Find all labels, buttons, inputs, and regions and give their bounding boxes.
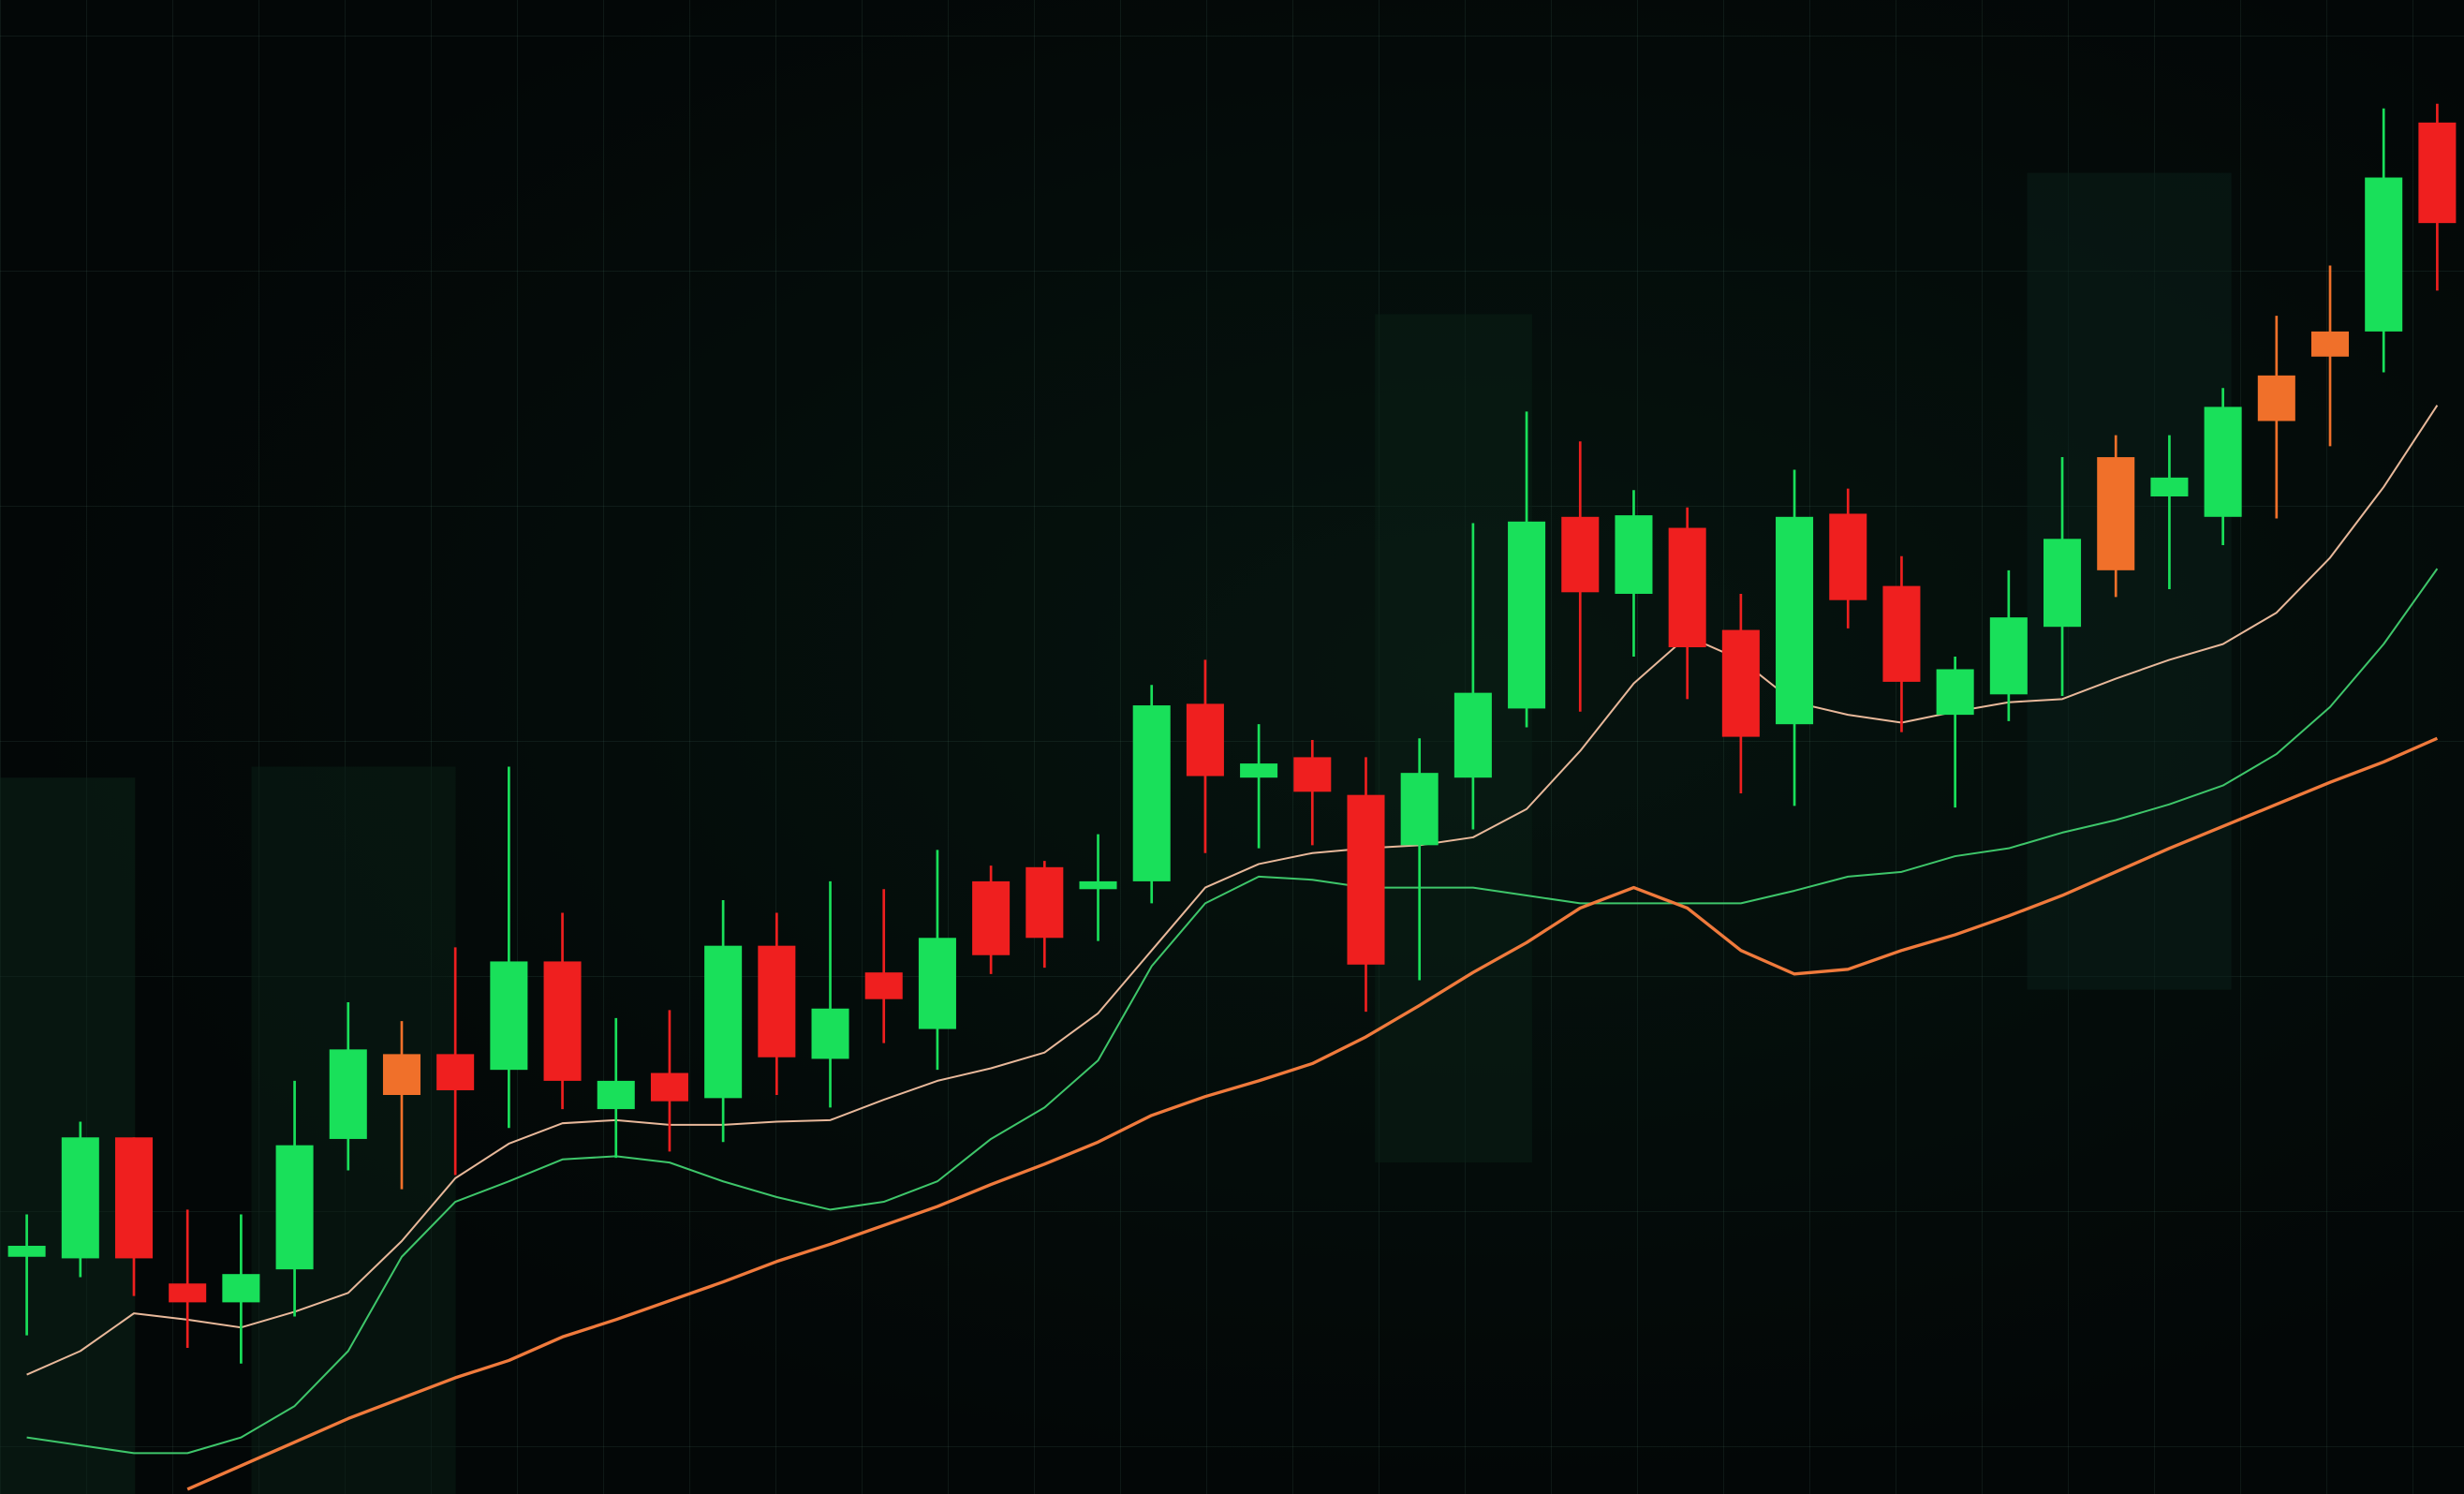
candle-body xyxy=(2204,407,2242,517)
candle-body xyxy=(1936,669,1974,716)
candle-body xyxy=(758,945,796,1058)
candle-body xyxy=(1240,763,1278,778)
candle-body xyxy=(329,1049,367,1139)
candle-body xyxy=(1453,692,1492,778)
candle-body xyxy=(1186,703,1224,777)
candle-body xyxy=(1079,880,1117,890)
candle-body xyxy=(2150,477,2189,496)
candle-body xyxy=(1882,585,1921,682)
candle-body xyxy=(1132,705,1171,881)
background-glow xyxy=(0,172,2232,1494)
candle-body xyxy=(1347,794,1385,965)
candle-body xyxy=(1508,521,1546,709)
candle-body xyxy=(1776,516,1814,725)
moving-average-line xyxy=(186,736,2439,1491)
candle-body xyxy=(169,1283,207,1303)
candle-body xyxy=(2257,375,2295,422)
candle-body xyxy=(61,1137,99,1259)
candle-body xyxy=(1989,617,2028,695)
candle-body xyxy=(650,1072,688,1102)
candle-body xyxy=(436,1054,475,1090)
candle-body xyxy=(2043,539,2082,628)
candle-body xyxy=(704,945,743,1099)
candles xyxy=(7,103,2457,1364)
candle-body xyxy=(2418,122,2457,224)
candle-body xyxy=(864,972,903,999)
candle-body xyxy=(490,961,528,1071)
candle-body xyxy=(972,880,1011,955)
candle-body xyxy=(918,938,956,1029)
candle-body xyxy=(543,961,582,1081)
candle-body xyxy=(275,1145,314,1270)
candle-body xyxy=(1721,629,1760,737)
candle-body xyxy=(1025,866,1064,939)
moving-average-line xyxy=(26,405,2439,1376)
candle-body xyxy=(2097,457,2135,570)
candle-body xyxy=(222,1274,260,1303)
candle-body xyxy=(811,1008,849,1059)
candle-body xyxy=(1829,513,1867,600)
moving-averages xyxy=(26,405,2439,1491)
moving-average-line xyxy=(26,568,2439,1455)
candle-body xyxy=(2365,177,2403,332)
candle-body xyxy=(1400,773,1439,846)
candle-body xyxy=(114,1137,154,1259)
candle-body xyxy=(1293,757,1332,792)
candle-body xyxy=(2310,331,2350,357)
candle-body xyxy=(1561,516,1600,593)
candle-body xyxy=(382,1054,421,1095)
candle-body xyxy=(1668,527,1706,647)
candle-body xyxy=(7,1246,46,1257)
candle-body xyxy=(1615,515,1653,594)
candle-body xyxy=(597,1080,635,1110)
